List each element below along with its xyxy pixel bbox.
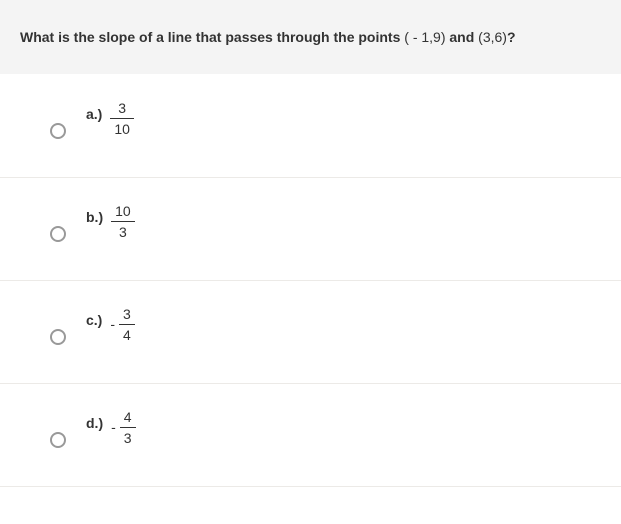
negative-sign: - xyxy=(111,409,116,435)
answer-b: b.) 10 3 xyxy=(86,203,135,240)
negative-sign: - xyxy=(110,306,115,332)
question-header: What is the slope of a line that passes … xyxy=(0,0,621,75)
option-label: b.) xyxy=(86,203,103,225)
numerator: 10 xyxy=(111,203,135,221)
question-suffix: ? xyxy=(507,29,516,45)
question-text: What is the slope of a line that passes … xyxy=(20,28,601,48)
question-prefix: What is the slope of a line that passes … xyxy=(20,29,404,45)
option-a[interactable]: a.) 3 10 xyxy=(0,75,621,178)
answer-d: d.) - 4 3 xyxy=(86,409,136,446)
fraction-b: 10 3 xyxy=(111,203,135,240)
question-point2: (3,6) xyxy=(478,29,507,45)
fraction-d: 4 3 xyxy=(120,409,136,446)
option-label: c.) xyxy=(86,306,102,328)
radio-a[interactable] xyxy=(50,123,66,139)
option-c[interactable]: c.) - 3 4 xyxy=(0,281,621,384)
denominator: 4 xyxy=(119,325,135,343)
denominator: 3 xyxy=(115,222,131,240)
fraction-a: 3 10 xyxy=(110,100,134,137)
numerator: 3 xyxy=(119,306,135,324)
question-middle: and xyxy=(446,29,479,45)
option-label: a.) xyxy=(86,100,102,122)
denominator: 3 xyxy=(120,428,136,446)
radio-d[interactable] xyxy=(50,432,66,448)
answer-a: a.) 3 10 xyxy=(86,100,134,137)
question-point1: ( - 1,9) xyxy=(404,29,445,45)
numerator: 3 xyxy=(114,100,130,118)
denominator: 10 xyxy=(110,119,134,137)
option-d[interactable]: d.) - 4 3 xyxy=(0,384,621,487)
option-label: d.) xyxy=(86,409,103,431)
radio-b[interactable] xyxy=(50,226,66,242)
numerator: 4 xyxy=(120,409,136,427)
radio-c[interactable] xyxy=(50,329,66,345)
answer-c: c.) - 3 4 xyxy=(86,306,135,343)
fraction-c: 3 4 xyxy=(119,306,135,343)
options-list: a.) 3 10 b.) 10 3 c.) - 3 4 xyxy=(0,75,621,487)
option-b[interactable]: b.) 10 3 xyxy=(0,178,621,281)
